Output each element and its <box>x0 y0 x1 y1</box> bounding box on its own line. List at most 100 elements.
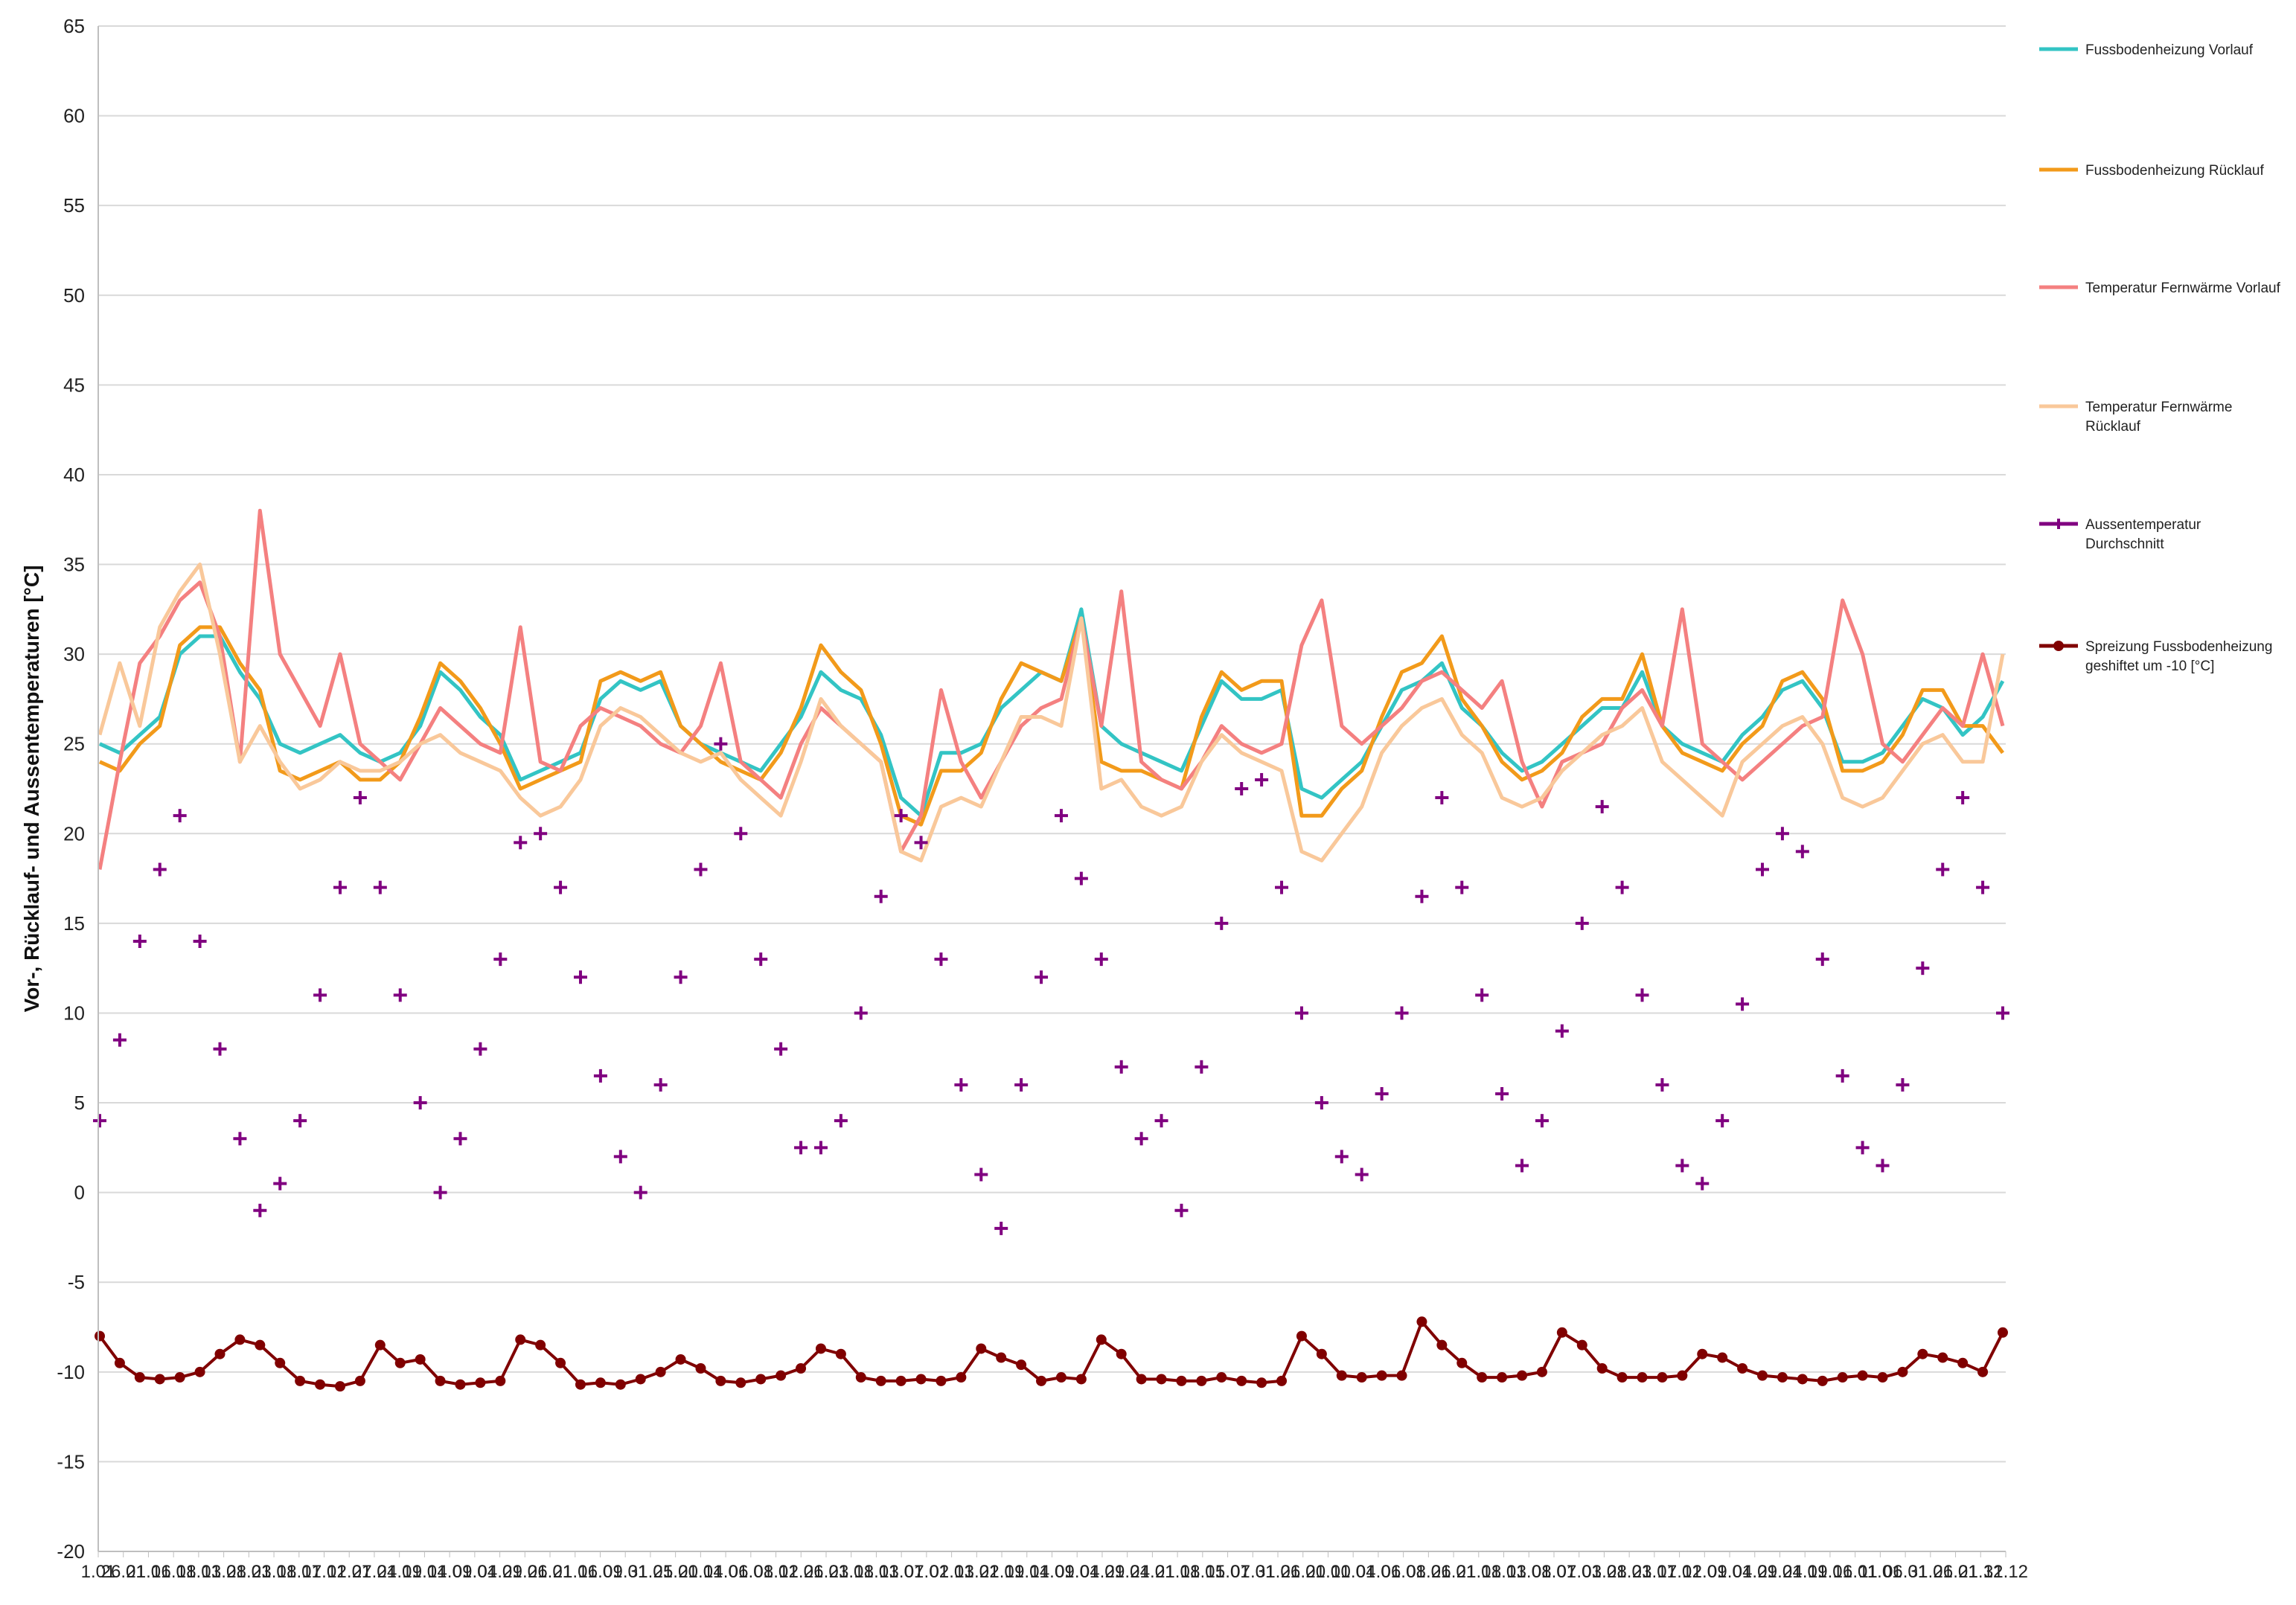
series-3 <box>97 508 2005 870</box>
y-tick-label: -10 <box>57 1361 85 1383</box>
data-point <box>1336 1370 1347 1381</box>
data-point <box>915 1374 927 1385</box>
y-tick-label: -5 <box>68 1271 85 1293</box>
y-tick-label: 15 <box>63 912 85 935</box>
x-tick-label: 23.01 <box>1632 1562 1677 1582</box>
x-tick-label: 31.12 <box>1983 1562 2028 1582</box>
x-tick-label: 26.01 <box>1431 1562 1476 1582</box>
series-line <box>98 607 2005 818</box>
data-point <box>1276 1375 1288 1386</box>
data-point <box>996 1352 1007 1363</box>
x-tick-label: 29.01 <box>1757 1562 1802 1582</box>
x-tick-label: 20.01 <box>1305 1562 1350 1582</box>
data-point <box>354 1375 365 1386</box>
x-tick-label: 19.01 <box>402 1562 447 1582</box>
legend-item: Temperatur Fernwärme Vorlauf <box>2039 281 2281 296</box>
data-point <box>1857 1370 1868 1381</box>
data-point <box>555 1357 566 1368</box>
data-point <box>174 1372 185 1383</box>
data-point <box>695 1363 706 1374</box>
x-tick-label: 10.01 <box>1331 1562 1375 1582</box>
data-point <box>776 1370 787 1381</box>
x-tick-label: 22.01 <box>979 1562 1024 1582</box>
x-tick-label: 17.01 <box>1657 1562 1702 1582</box>
data-point <box>1096 1334 1107 1345</box>
data-point <box>95 1330 105 1342</box>
axes: 65605550454035302520151050-5-10-15-201.0… <box>57 15 2028 1582</box>
data-point <box>475 1377 486 1388</box>
data-point <box>394 1357 406 1368</box>
data-point <box>1016 1359 1027 1371</box>
x-tick-label: 15.01 <box>1206 1562 1250 1582</box>
series-5 <box>93 737 2009 1235</box>
x-tick-label: 20.01 <box>678 1562 723 1582</box>
data-point <box>1596 1363 1608 1374</box>
data-point <box>1576 1339 1587 1351</box>
data-point <box>1477 1372 1488 1383</box>
legend-item: Spreizung Fussbodenheizung geshiftet um -… <box>2039 639 2272 674</box>
y-tick-label: 40 <box>63 464 85 486</box>
x-tick-label: 19.01 <box>1808 1562 1852 1582</box>
data-point <box>655 1366 666 1377</box>
x-tick-label: 29.01 <box>502 1562 547 1582</box>
data-point <box>295 1375 306 1386</box>
x-tick-label: 18.01 <box>277 1562 322 1582</box>
x-tick-label: 09.01 <box>603 1562 647 1582</box>
x-tick-label: 09.01 <box>1707 1562 1752 1582</box>
data-point <box>194 1366 205 1377</box>
data-point <box>635 1374 646 1385</box>
x-tick-label: 21.01 <box>553 1562 598 1582</box>
x-tick-label: 26.01 <box>528 1562 572 1582</box>
x-tick-label: 07.01 <box>1557 1562 1602 1582</box>
y-tick-label: -15 <box>57 1450 85 1473</box>
y-tick-label: 5 <box>74 1092 85 1114</box>
x-tick-label: 18.01 <box>854 1562 898 1582</box>
legend-label: Temperatur Fernwärme Rücklauf <box>2085 400 2232 435</box>
legend-item: Fussbodenheizung Vorlauf <box>2039 42 2254 58</box>
data-point <box>1917 1348 1928 1359</box>
data-point <box>1436 1339 1448 1351</box>
x-tick-label: 12.01 <box>327 1562 371 1582</box>
legend-item: Fussbodenheizung Rücklauf <box>2039 163 2264 179</box>
x-tick-label: 14.01 <box>427 1562 472 1582</box>
data-point <box>976 1343 987 1354</box>
data-point <box>796 1363 807 1374</box>
x-tick-label: 18.01 <box>1481 1562 1526 1582</box>
x-tick-label: 13.01 <box>202 1562 246 1582</box>
x-tick-label: 16.01 <box>1833 1562 1878 1582</box>
data-point <box>1497 1372 1508 1383</box>
x-tick-label: 28.01 <box>1607 1562 1651 1582</box>
data-point <box>1116 1348 1127 1359</box>
data-point <box>1416 1316 1427 1327</box>
x-tick-label: 28.01 <box>226 1562 271 1582</box>
data-point <box>1737 1363 1748 1374</box>
series-line <box>98 616 2005 827</box>
y-tick-label: -20 <box>57 1540 85 1563</box>
data-point <box>875 1375 886 1386</box>
data-point <box>1356 1372 1367 1383</box>
series-6 <box>95 1316 2008 1392</box>
x-tick-label: 24.01 <box>377 1562 422 1582</box>
data-point <box>1316 1348 1327 1359</box>
data-point <box>495 1375 506 1386</box>
data-point <box>575 1379 586 1390</box>
y-tick-label: 30 <box>63 643 85 665</box>
x-tick-label: 13.01 <box>1506 1562 1551 1582</box>
data-point <box>1396 1370 1407 1381</box>
data-point <box>234 1334 246 1345</box>
data-point <box>1837 1372 1848 1383</box>
y-tick-label: 50 <box>63 284 85 307</box>
data-point <box>835 1348 846 1359</box>
data-point <box>315 1379 326 1390</box>
data-point <box>1216 1372 1227 1383</box>
x-tick-label: 12.01 <box>778 1562 823 1582</box>
x-tick-label: 23.01 <box>829 1562 874 1582</box>
data-point <box>735 1377 746 1388</box>
data-point <box>1777 1372 1788 1383</box>
data-point <box>455 1379 466 1390</box>
x-tick-label: 14.01 <box>1029 1562 1074 1582</box>
x-tick-label: 09.01 <box>1055 1562 1099 1582</box>
x-tick-label: 21.01 <box>1155 1562 1200 1582</box>
x-tick-label: 13.01 <box>879 1562 924 1582</box>
x-tick-label: 21.12 <box>1958 1562 2003 1582</box>
